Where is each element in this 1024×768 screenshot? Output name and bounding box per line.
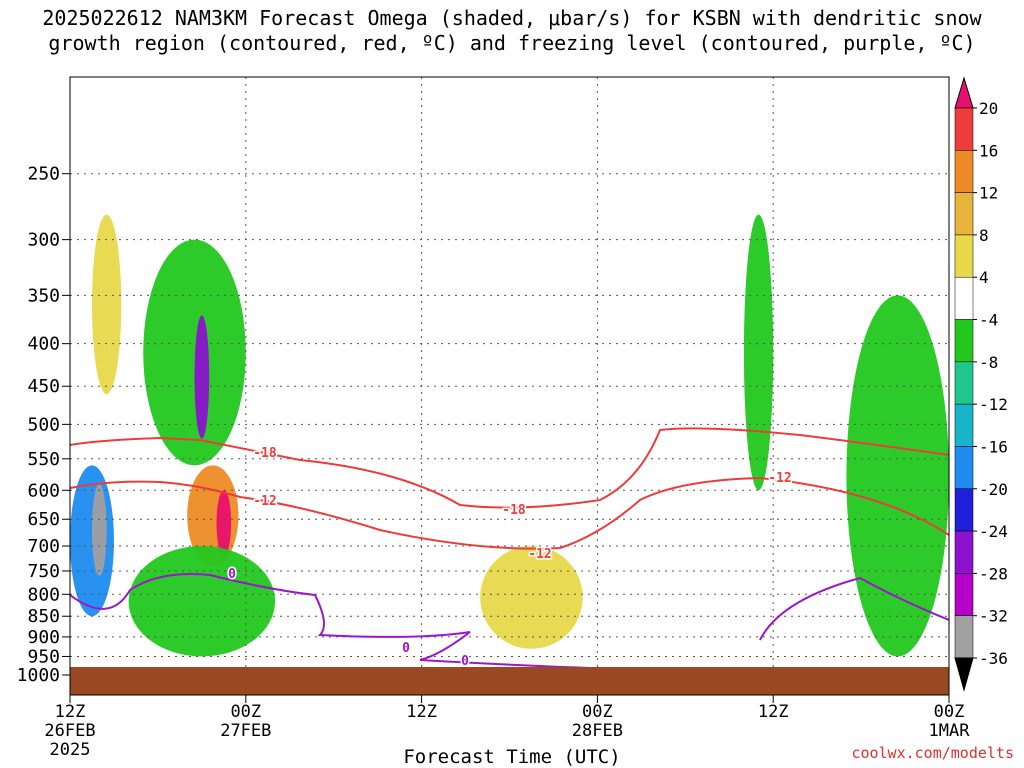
x-tick-label-1-l2: 27FEB xyxy=(220,721,271,741)
y-tick-label-650: 650 xyxy=(27,509,60,530)
y-tick-label-300: 300 xyxy=(27,230,60,251)
colorbar-label-6: -8 xyxy=(979,353,998,372)
colorbar-segment-3 xyxy=(954,192,974,236)
colorbar-segment-9 xyxy=(954,446,974,490)
y-tick-label-550: 550 xyxy=(27,449,60,470)
y-tick-label-850: 850 xyxy=(27,606,60,627)
x-tick-label-2-l1: 12Z xyxy=(406,702,437,722)
contour-label-7: 0 xyxy=(461,654,469,669)
contour-label-1: -18 xyxy=(502,503,526,518)
chart-title-line1: 2025022612 NAM3KM Forecast Omega (shaded… xyxy=(42,6,982,30)
colorbar-bottom-arrow xyxy=(954,657,974,692)
contour-line-2 xyxy=(70,573,949,671)
y-tick-label-350: 350 xyxy=(27,285,60,306)
omega-region-8 xyxy=(480,546,583,649)
colorbar-segment-13 xyxy=(954,615,974,659)
x-axis-title: Forecast Time (UTC) xyxy=(403,746,621,768)
colorbar-segment-1 xyxy=(954,107,974,151)
contour-label-0: -18 xyxy=(253,446,277,461)
omega-region-0 xyxy=(70,465,114,617)
x-tick-label-3-l2: 28FEB xyxy=(572,721,623,741)
colorbar-label-1: 16 xyxy=(979,141,998,160)
colorbar-segment-2 xyxy=(954,150,974,193)
surface-terrain xyxy=(70,667,949,695)
contour-label-3: -12 xyxy=(528,547,551,562)
y-tick-label-450: 450 xyxy=(27,376,60,397)
colorbar-segment-12 xyxy=(954,573,974,616)
colorbar-segment-4 xyxy=(954,234,974,278)
y-tick-label-400: 400 xyxy=(27,334,60,355)
contour-label-4: -12 xyxy=(768,471,791,486)
x-tick-label-1-l1: 00Z xyxy=(230,702,261,722)
site-credit: coolwx.com/modelts xyxy=(851,744,1014,762)
y-tick-label-900: 900 xyxy=(27,627,60,648)
y-tick-label-950: 950 xyxy=(27,646,60,667)
omega-region-7 xyxy=(128,546,276,657)
y-tick-label-750: 750 xyxy=(27,561,60,582)
colorbar-label-11: -28 xyxy=(979,564,1008,583)
x-tick-label-4-l1: 12Z xyxy=(758,702,789,722)
omega-region-3 xyxy=(143,239,246,466)
x-tick-label-0-l2: 26FEB xyxy=(44,721,95,741)
colorbar-label-4: 4 xyxy=(979,268,989,287)
y-tick-label-250: 250 xyxy=(27,164,60,185)
omega-region-1 xyxy=(91,484,107,576)
y-tick-label-1000: 1000 xyxy=(17,665,60,686)
colorbar-segment-11 xyxy=(954,530,974,574)
y-tick-label-500: 500 xyxy=(27,414,60,435)
colorbar-segment-7 xyxy=(954,361,974,405)
colorbar-label-3: 8 xyxy=(979,226,989,245)
contour-line-0 xyxy=(70,427,949,509)
x-tick-label-0-l1: 12Z xyxy=(55,702,86,722)
colorbar-label-7: -12 xyxy=(979,395,1008,414)
colorbar-label-2: 12 xyxy=(979,184,998,203)
colorbar-label-9: -20 xyxy=(979,480,1008,499)
colorbar-top-arrow xyxy=(954,76,974,109)
temperature-contours: -18 -18 -12 -12 -12 0 0 0 xyxy=(70,427,949,671)
colorbar-label-13: -36 xyxy=(979,649,1008,668)
colorbar-segment-8 xyxy=(954,403,974,447)
colorbar-label-12: -32 xyxy=(979,607,1008,626)
contour-label-6: 0 xyxy=(402,641,410,656)
omega-shading xyxy=(70,214,949,657)
contour-label-5: 0 xyxy=(228,567,236,582)
omega-region-4 xyxy=(194,315,210,439)
colorbar-label-5: -4 xyxy=(979,311,998,330)
omega-region-6 xyxy=(216,490,232,557)
omega-region-2 xyxy=(91,214,122,395)
chart-title-line2: growth region (contoured, red, ºC) and f… xyxy=(48,31,976,55)
colorbar-segment-10 xyxy=(954,488,974,532)
contour-line-1 xyxy=(70,476,949,550)
colorbar-segment-6 xyxy=(954,319,974,363)
x-tick-label-3-l1: 00Z xyxy=(582,702,613,722)
omega-region-10 xyxy=(846,295,949,657)
y-tick-label-700: 700 xyxy=(27,536,60,557)
x-tick-label-5-l1: 00Z xyxy=(934,702,965,722)
y-tick-label-600: 600 xyxy=(27,480,60,501)
contour-label-2: -12 xyxy=(253,494,276,509)
colorbar-label-0: 20 xyxy=(979,99,998,118)
x-tick-label-5-l2: 1MAR xyxy=(929,721,971,741)
colorbar-segment-5 xyxy=(954,276,974,320)
y-tick-label-800: 800 xyxy=(27,584,60,605)
x-tick-label-0-l3: 2025 xyxy=(50,740,91,760)
omega-region-9 xyxy=(743,214,774,491)
colorbar-label-10: -24 xyxy=(979,522,1008,541)
colorbar-label-8: -16 xyxy=(979,437,1008,456)
colorbar: 20 16 12 8 4 -4 -8 -12 -16 -20 -24 -28 -32 -36 xyxy=(954,76,1008,692)
y-axis: 2503003504004505005506006507007508008509… xyxy=(17,164,70,686)
